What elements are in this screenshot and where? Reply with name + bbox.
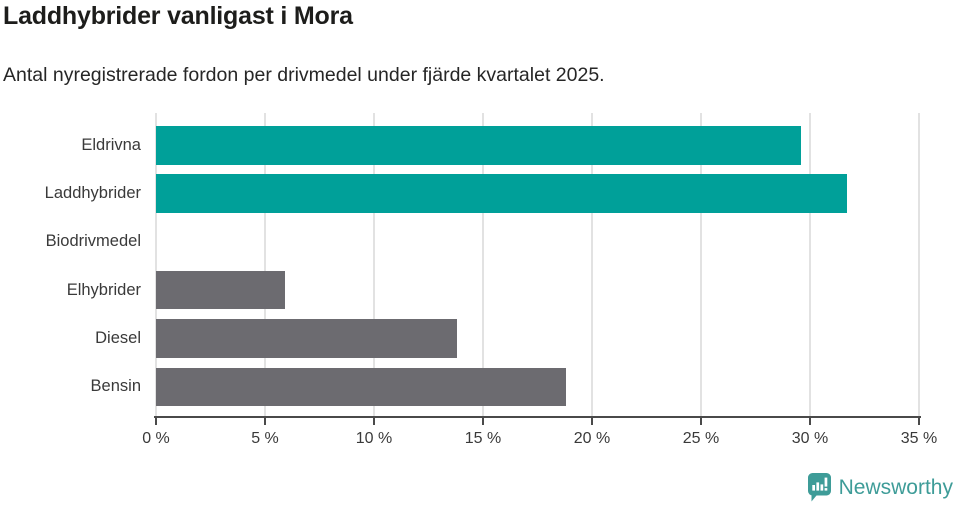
y-axis-label-eldrivna: Eldrivna <box>81 135 141 154</box>
x-tick-0 <box>155 416 157 425</box>
gridline-20 <box>591 113 593 417</box>
gridline-25 <box>700 113 702 417</box>
newsworthy-logo: Newsworthy <box>807 473 953 502</box>
x-tick-label: 30 % <box>791 430 829 447</box>
y-axis-label-biodrivmedel: Biodrivmedel <box>45 232 141 251</box>
bar-eldrivna <box>156 126 802 165</box>
y-axis-labels: Eldrivna Laddhybrider Biodrivmedel Elhybrid… <box>0 113 141 417</box>
bar-diesel <box>156 319 457 358</box>
x-tick-10 <box>373 416 375 425</box>
gridline-5 <box>264 113 266 417</box>
x-tick-20 <box>591 416 593 425</box>
x-tick-label: 35 % <box>900 430 938 447</box>
bar-bensin <box>156 367 566 407</box>
x-tick-15 <box>482 416 484 425</box>
page-title: Laddhybrider vanligast i Mora <box>3 2 353 30</box>
gridline-35 <box>918 113 920 417</box>
bar-elhybrider <box>156 270 285 310</box>
brand-name: Newsworthy <box>838 475 953 499</box>
gridline-30 <box>809 113 811 417</box>
x-tick-35 <box>918 416 920 425</box>
x-axis-line <box>154 416 921 418</box>
x-tick-label: 5 % <box>251 430 279 447</box>
x-tick-label: 15 % <box>464 430 502 447</box>
gridline-15 <box>482 113 484 417</box>
page-subtitle: Antal nyregistrerade fordon per drivmede… <box>3 64 605 86</box>
x-tick-25 <box>700 416 702 425</box>
x-tick-label: 0 % <box>142 430 170 447</box>
gridline-0 <box>155 113 157 417</box>
y-axis-label-bensin: Bensin <box>90 377 141 396</box>
plot-area: 0 % 5 % 10 % 15 % 20 % 25 % 30 % 35 % <box>142 113 937 447</box>
x-tick-label: 10 % <box>355 430 393 447</box>
bar-laddhybrider <box>156 174 848 213</box>
x-tick-label: 25 % <box>682 430 720 447</box>
newsworthy-chart-bubble-icon <box>807 473 831 502</box>
y-axis-label-elhybrider: Elhybrider <box>66 280 141 299</box>
x-tick-5 <box>264 416 266 425</box>
gridline-10 <box>373 113 375 417</box>
y-axis-label-diesel: Diesel <box>95 329 141 348</box>
x-tick-label: 20 % <box>573 430 611 447</box>
x-tick-30 <box>809 416 811 425</box>
y-axis-label-laddhybrider: Laddhybrider <box>44 184 141 203</box>
